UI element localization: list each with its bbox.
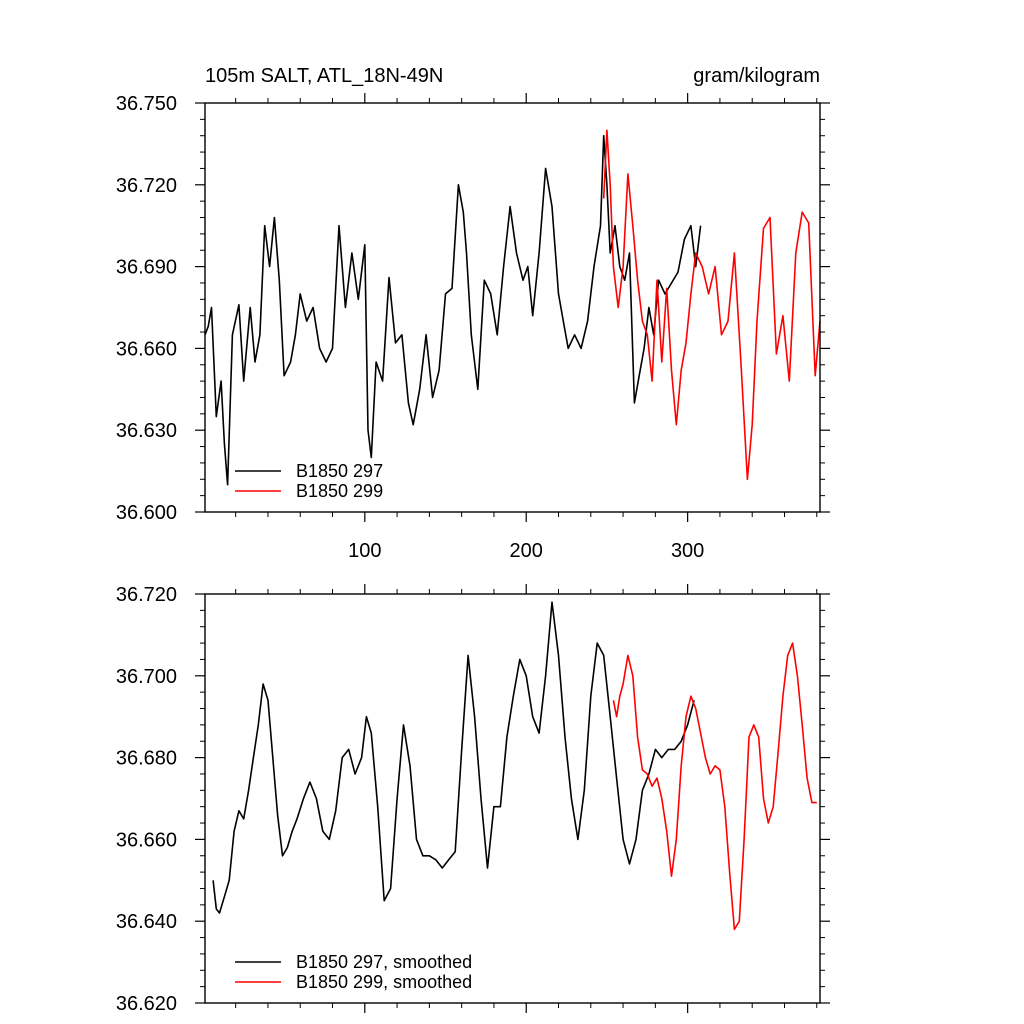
top-panel-units: gram/kilogram [693, 65, 820, 87]
x-tick-label: 200 [510, 540, 543, 562]
y-tick-label: 36.700 [116, 666, 177, 688]
x-tick-label: 300 [671, 540, 704, 562]
top-panel-frame [204, 102, 821, 513]
y-tick-label: 36.720 [116, 175, 177, 197]
y-tick-label: 36.660 [116, 338, 177, 360]
y-tick-label: 36.750 [116, 93, 177, 115]
y-tick-label: 36.640 [116, 911, 177, 933]
top-panel-lines [204, 129, 821, 486]
legend-label-297: B1850 297 [296, 461, 383, 481]
y-tick-label: 36.720 [116, 584, 177, 606]
top-panel-legend: B1850 297 B1850 299 [235, 461, 383, 501]
top-panel-ticks: 36.600 36.630 36.660 36.690 36.720 36.750 100 2… [116, 93, 830, 562]
y-tick-label: 36.660 [116, 829, 177, 851]
top-panel: 105m SALT, ATL_18N-49N gram/kilogram 36.… [116, 65, 830, 562]
series-line-b1850-299-smoothed [612, 642, 817, 931]
series-line-b1850-299 [602, 129, 821, 481]
top-panel-title: 105m SALT, ATL_18N-49N [205, 65, 443, 87]
bottom-panel: 36.620 36.640 36.660 36.680 36.700 36.720 B18… [116, 584, 830, 1015]
bottom-panel-frame [204, 593, 821, 1004]
legend-label-299: B1850 299 [296, 481, 383, 501]
x-tick-label: 100 [348, 540, 381, 562]
y-tick-label: 36.630 [116, 420, 177, 442]
bottom-panel-legend: B1850 297, smoothed B1850 299, smoothed [235, 952, 472, 992]
y-tick-label: 36.680 [116, 748, 177, 770]
y-tick-label: 36.600 [116, 502, 177, 524]
legend-label-297-smoothed: B1850 297, smoothed [296, 952, 472, 972]
y-tick-label: 36.620 [116, 993, 177, 1015]
y-tick-label: 36.690 [116, 257, 177, 279]
series-line-b1850-297-smoothed [212, 601, 695, 914]
bottom-panel-lines [212, 601, 817, 931]
series-line-b1850-297 [204, 134, 702, 486]
bottom-panel-ticks: 36.620 36.640 36.660 36.680 36.700 36.720 [116, 584, 830, 1015]
legend-label-299-smoothed: B1850 299, smoothed [296, 972, 472, 992]
